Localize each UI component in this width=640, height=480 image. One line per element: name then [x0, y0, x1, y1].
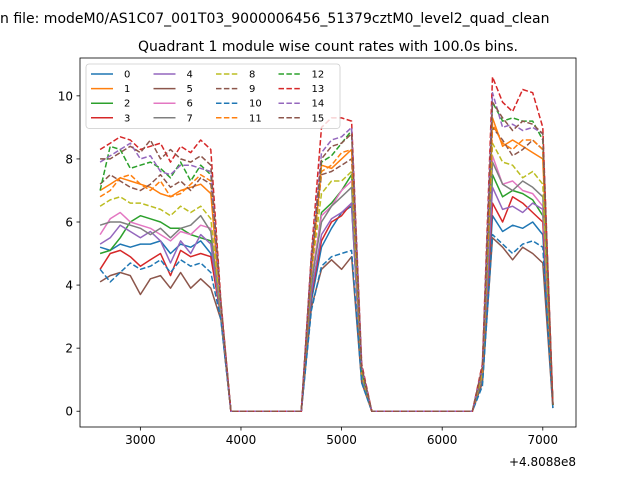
x-tick-label: 5000	[326, 433, 357, 447]
x-tick-label: 7000	[528, 433, 559, 447]
legend-label-5: 5	[187, 84, 193, 95]
legend-label-8: 8	[249, 70, 255, 81]
legend-label-6: 6	[187, 99, 193, 110]
series-line-15	[100, 101, 554, 412]
axis-ticks: 3000 4000 5000 6000 7000 0 2 4 6 8 10	[58, 89, 558, 447]
chart-title: Quadrant 1 module wise count rates with …	[138, 39, 518, 55]
legend-label-0: 0	[124, 70, 130, 81]
legend-box	[85, 63, 341, 129]
y-tick-label: 2	[65, 342, 73, 356]
y-tick-label: 10	[58, 89, 73, 103]
legend-label-1: 1	[124, 84, 130, 95]
x-tick-label: 3000	[125, 433, 156, 447]
y-tick-label: 6	[65, 216, 73, 230]
plot-area	[79, 57, 577, 428]
x-tick-label: 4000	[226, 433, 257, 447]
legend-label-10: 10	[249, 99, 262, 110]
legend-label-15: 15	[312, 113, 325, 124]
x-axis-offset-label: +4.8088e8	[509, 455, 576, 469]
legend-label-14: 14	[312, 99, 325, 110]
y-tick-label: 0	[65, 405, 73, 419]
series-line-10	[99, 233, 554, 412]
series-line-9	[99, 126, 554, 412]
legend-label-9: 9	[249, 84, 255, 95]
y-tick-label: 4	[65, 279, 73, 293]
legend-label-3: 3	[124, 113, 130, 124]
legend-label-13: 13	[312, 84, 325, 95]
legend-label-2: 2	[124, 99, 130, 110]
figure-suptitle: n file: modeM0/AS1C07_001T03_9000006456_…	[0, 11, 549, 27]
legend-label-12: 12	[312, 70, 325, 81]
axes-frame	[79, 57, 577, 428]
legend-label-11: 11	[249, 113, 262, 124]
legend-label-4: 4	[187, 70, 193, 81]
series-lines	[99, 76, 554, 412]
series-line-14	[99, 91, 554, 412]
y-tick-label: 8	[65, 152, 73, 166]
x-tick-label: 6000	[427, 433, 458, 447]
legend-label-7: 7	[187, 113, 193, 124]
